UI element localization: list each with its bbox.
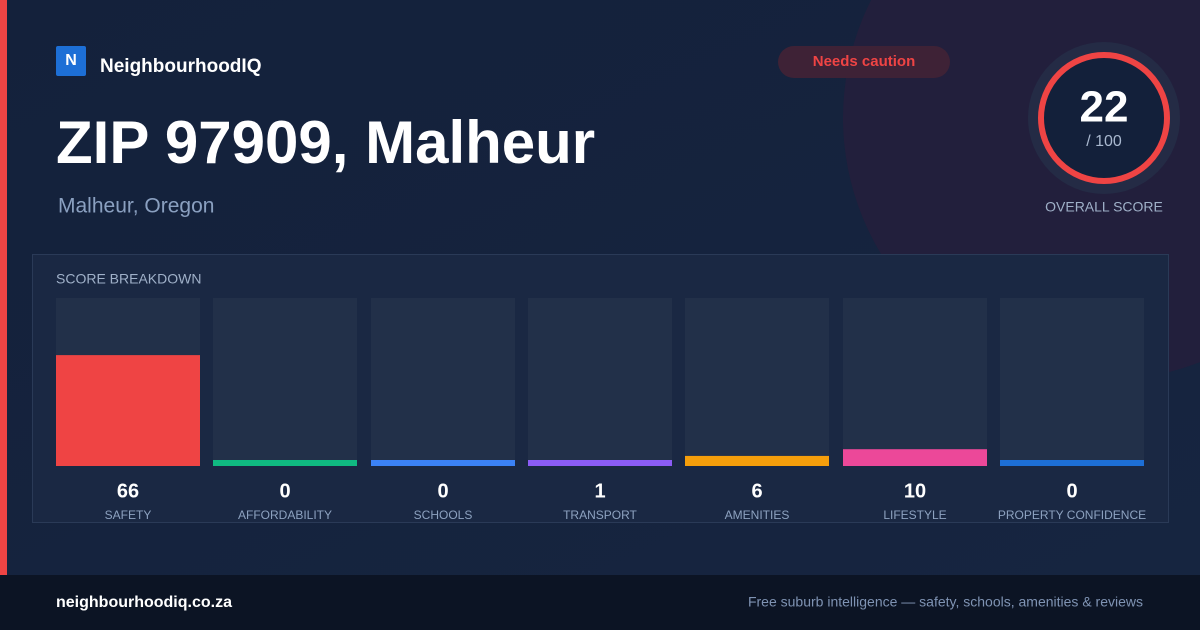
value-label: 66 [117,480,139,502]
value-label: 1 [594,480,605,502]
brand-name: NeighbourhoodIQ [100,56,261,77]
title: ZIP 97909, Malheur [56,109,595,176]
badge-text: Needs caution [813,53,916,70]
logo-letter: N [65,52,77,69]
breakdown-title: SCORE BREAKDOWN [56,271,201,287]
subtitle: Malheur, Oregon [58,195,214,218]
bar-track [685,298,829,466]
category-label: PROPERTY CONFIDENCE [998,508,1146,522]
value-label: 0 [1066,480,1077,502]
bar [685,455,829,466]
bar [1000,460,1144,466]
badge [778,46,950,78]
footer-tagline: Free suburb intelligence — safety, schoo… [748,594,1143,610]
bar-track [213,298,357,466]
bar-track [1000,298,1144,466]
category-label: AFFORDABILITY [238,508,332,522]
bar [56,355,200,466]
bar-track [843,298,987,466]
category-label: SCHOOLS [414,508,473,522]
footer [0,575,1200,630]
value-label: 6 [751,480,762,502]
score-label: OVERALL SCORE [1045,199,1163,215]
score-value: 22 [1080,83,1129,132]
accent-stripe [0,0,7,575]
bar [843,449,987,466]
value-label: 10 [904,480,926,502]
value-label: 0 [437,480,448,502]
score-ring [1038,52,1170,184]
category-label: AMENITIES [725,508,790,522]
category-label: LIFESTYLE [883,508,946,522]
logo [56,46,86,76]
bar-group: 66 SAFETY 0 AFFORDABILITY 0 SCHOOLS 1 TRANSPORT… [56,298,1146,522]
category-label: TRANSPORT [563,508,637,522]
bar [528,460,672,466]
bar [371,460,515,466]
bar-track [528,298,672,466]
bar-track [371,298,515,466]
category-label: SAFETY [105,508,152,522]
value-label: 0 [279,480,290,502]
score-max: / 100 [1086,133,1122,150]
footer-site: neighbourhoodiq.co.za [56,594,232,611]
bar [213,460,357,466]
